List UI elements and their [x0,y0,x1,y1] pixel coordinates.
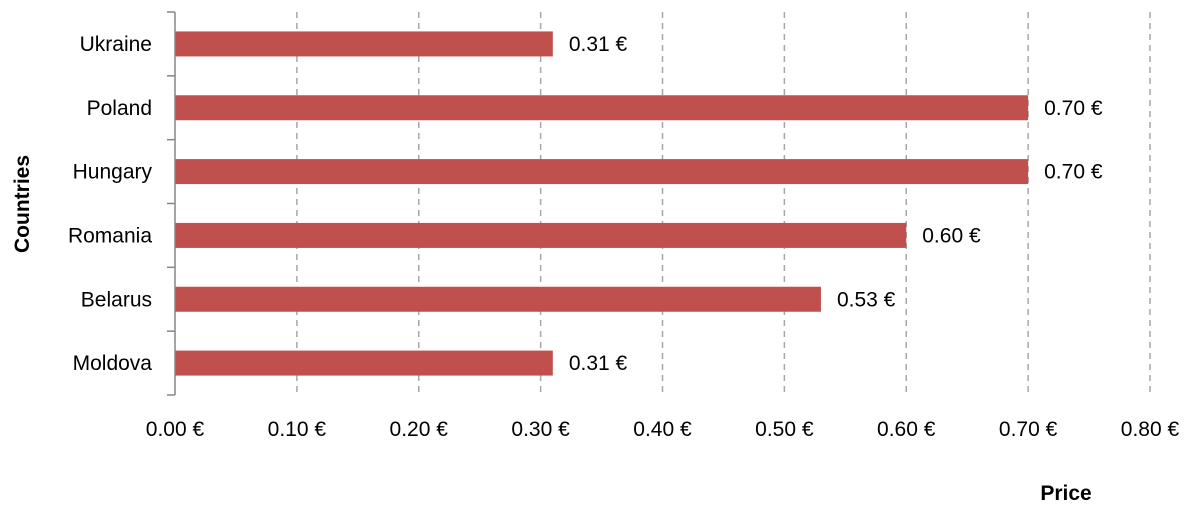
x-tick-label: 0.30 € [511,418,570,441]
x-tick-label: 0.50 € [755,418,814,441]
bar [175,95,1029,121]
bar [175,159,1029,185]
category-label: Poland [87,97,152,120]
category-label: Moldova [73,352,153,375]
x-tick-label: 0.80 € [1121,418,1180,441]
bar [175,350,553,376]
category-label: Hungary [73,161,153,184]
data-label: 0.60 € [922,224,981,247]
bar [175,31,553,57]
labels: 0.00 € 0.10 € 0.20 € 0.30 € 0.40 € 0.50 € 0.60… [68,33,1180,441]
x-tick-label: 0.40 € [633,418,692,441]
category-label: Romania [68,224,152,247]
x-tick-label: 0.70 € [999,418,1058,441]
bars [175,31,1029,376]
data-label: 0.70 € [1044,97,1103,120]
x-tick-label: 0.20 € [390,418,449,441]
axes [167,11,176,396]
data-label: 0.31 € [569,352,628,375]
x-tick-label: 0.00 € [146,418,205,441]
x-tick-label: 0.60 € [877,418,936,441]
category-label: Belarus [81,288,152,311]
x-axis-title: Price [1040,482,1091,505]
data-label: 0.31 € [569,33,628,56]
bar [175,222,907,248]
y-axis-title: Countries [11,155,34,253]
x-tick-label: 0.10 € [268,418,327,441]
data-label: 0.53 € [837,288,896,311]
category-label: Ukraine [80,33,152,56]
gridlines [296,12,1151,395]
data-label: 0.70 € [1044,161,1103,184]
bar [175,286,821,312]
